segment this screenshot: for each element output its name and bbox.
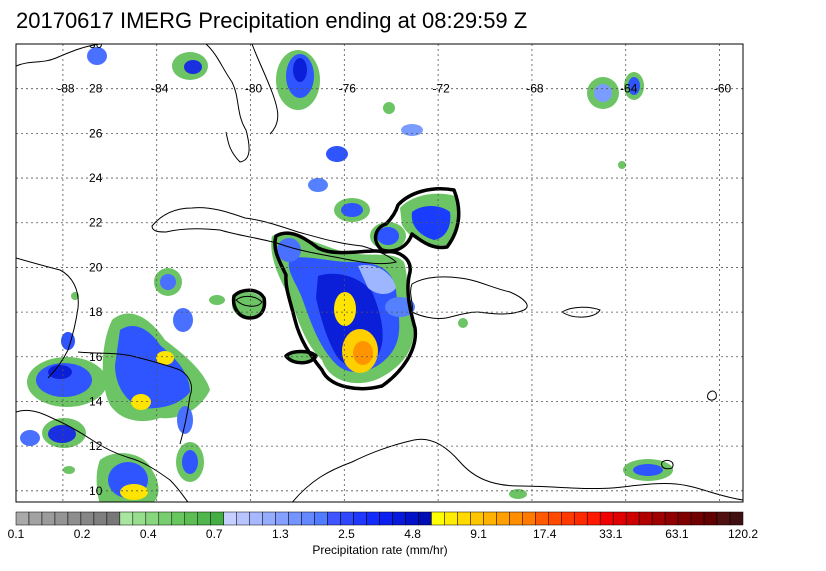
lon-tick-label: -84 [151,82,169,96]
precip-cell-gulf-a-core [184,60,202,74]
lon-tick-label: -80 [245,82,263,96]
precip-cell-colombia [509,489,527,499]
lat-tick-label: 18 [89,305,103,319]
lon-tick-label: -64 [620,82,638,96]
precip-hot-2-core [353,341,373,365]
precip-cell-atl-b [308,178,328,192]
coast-jamaica [235,295,263,307]
precip-cell-atl-f-core [594,84,612,102]
precip-hot-3 [156,351,174,365]
coast-south-america [291,438,743,502]
contour-bahamas [373,187,461,253]
precip-cell-atl-g-core [628,77,640,95]
lon-tick-label: -60 [714,82,732,96]
coastlines [16,44,743,502]
precip-cell-atl-h [618,161,626,169]
lon-tick-label: -72 [432,82,450,96]
precip-cell-main-light [358,264,396,294]
precip-cell-gulf-b [87,47,107,65]
lat-tick-label: 20 [89,260,103,274]
precip-cell-pr-small [458,318,468,328]
precip-cell-yucatan-a-core [160,274,176,290]
lat-tick-label: 28 [89,82,103,96]
precip-hot-1 [334,292,356,326]
precip-cell-yucatan-b [173,308,193,332]
contour-main [273,231,418,391]
precip-cell-venezuela-core [633,464,663,476]
map-title: 20170617 IMERG Precipitation ending at 0… [16,8,528,33]
gridlines [16,44,743,502]
precip-cell-nicaragua-core [48,425,76,443]
lat-tick-label: 16 [89,350,103,364]
lat-tick-label: 22 [89,216,103,230]
lon-tick-label: -68 [526,82,544,96]
lat-tick-label: 10 [89,484,103,498]
precip-hot-5 [120,484,148,500]
precip-hot-4 [131,394,151,410]
lat-tick-label: 24 [89,171,103,185]
coast-puerto-rico [561,306,601,318]
latitude-labels: 10 12 14 16 18 20 22 24 26 28 30 [89,37,103,498]
lat-tick-label: 12 [89,439,103,453]
precipitation-contours [231,187,461,391]
map-frame [15,43,744,503]
precip-cell-atl-c-core [341,203,363,217]
precip-cell-honduras-core [115,325,190,409]
lat-tick-label: 26 [89,126,103,140]
lat-tick-label: 14 [89,394,103,408]
coast-hispaniola [410,276,528,319]
longitude-labels: -88 -84 -80 -76 -72 -68 -64 -60 [57,82,731,96]
coast-lesser-antilles [661,390,717,470]
coast-cuba [151,207,397,265]
precip-cell-belize-inner [48,365,72,379]
precip-cell-small-h [63,466,75,474]
precip-cell-cuba-w [277,238,301,262]
precip-cell-atl-d [383,102,395,114]
coast-central-america [16,409,189,502]
precip-cell-small-sw [20,430,40,446]
map-content: -88 -84 -80 -76 -72 -68 -64 -60 10 12 14 16 18 20 22 2… [16,37,743,502]
precip-cell-small-w [61,332,75,350]
coast-honduras-north [77,351,193,445]
lat-tick-label: 30 [89,37,103,51]
coast-gulf-north [16,44,101,67]
precip-cell-atl-e [401,124,423,136]
precip-cell-small-g [177,406,193,434]
contour-south [284,349,318,365]
lon-tick-label: -76 [339,82,357,96]
precip-cell-small-i [209,295,225,305]
precip-cell-florida-inner [293,58,307,82]
precip-cell-bahamas-a-core [377,227,399,245]
precipitation-field [20,47,673,502]
coast-florida [205,44,279,163]
precip-cell-atl-a [326,146,348,162]
precip-cell-costa-rica-core [182,450,198,474]
lon-tick-label: -88 [57,82,75,96]
